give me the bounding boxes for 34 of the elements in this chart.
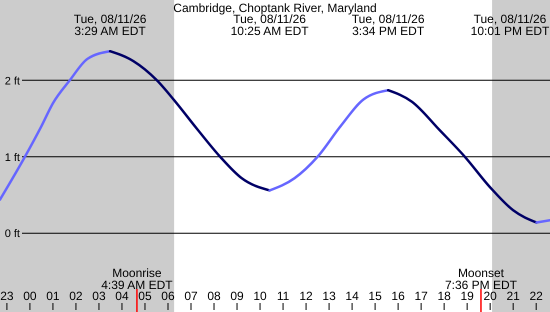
x-tick-label: 12 [299, 289, 314, 303]
y-tick-label: 2 ft [4, 75, 20, 88]
x-tick-label: 06 [161, 289, 175, 303]
x-tick-label: 04 [115, 289, 129, 303]
chart-title: Cambridge, Choptank River, Maryland [173, 1, 377, 15]
x-tick-label: 22 [530, 289, 544, 303]
x-tick-label: 00 [23, 289, 37, 303]
ref-line-label: Moonrise 4:39 AM EDT [101, 266, 174, 292]
x-tick-label: 09 [230, 289, 244, 303]
x-tick-label: 05 [138, 289, 152, 303]
x-tick-label: 21 [506, 289, 520, 303]
annotation: Tue, 08/11/26 3:34 PM EDT [352, 12, 425, 38]
annotation: Tue, 08/11/26 10:01 PM EDT [470, 12, 550, 38]
x-tick-label: 01 [46, 289, 60, 303]
x-tick-label: 15 [368, 289, 382, 303]
x-tick-label: 03 [92, 289, 106, 303]
x-tick-label: 08 [207, 289, 222, 303]
x-tick-label: 20 [483, 289, 498, 303]
x-tick-label: 13 [322, 289, 336, 303]
y-tick-label: 0 ft [4, 228, 20, 240]
x-tick-label: 14 [345, 289, 360, 303]
annotation: Tue, 08/11/26 3:29 AM EDT [74, 12, 147, 38]
x-tick-label: 10 [253, 289, 268, 303]
ref-line-label: Moonset 7:36 PM EDT [444, 266, 518, 292]
x-tick-label: 07 [184, 289, 198, 303]
x-tick-label: 02 [69, 289, 83, 303]
x-tick-label: 11 [276, 289, 290, 303]
x-tick-label: 23 [0, 289, 14, 303]
x-tick-label: 18 [437, 289, 452, 303]
x-tick-label: 19 [460, 289, 474, 303]
y-tick-label: 1 ft [4, 152, 20, 164]
x-tick-label: 16 [391, 289, 406, 303]
x-tick-label: 17 [414, 289, 428, 303]
line-series [268, 88, 390, 192]
